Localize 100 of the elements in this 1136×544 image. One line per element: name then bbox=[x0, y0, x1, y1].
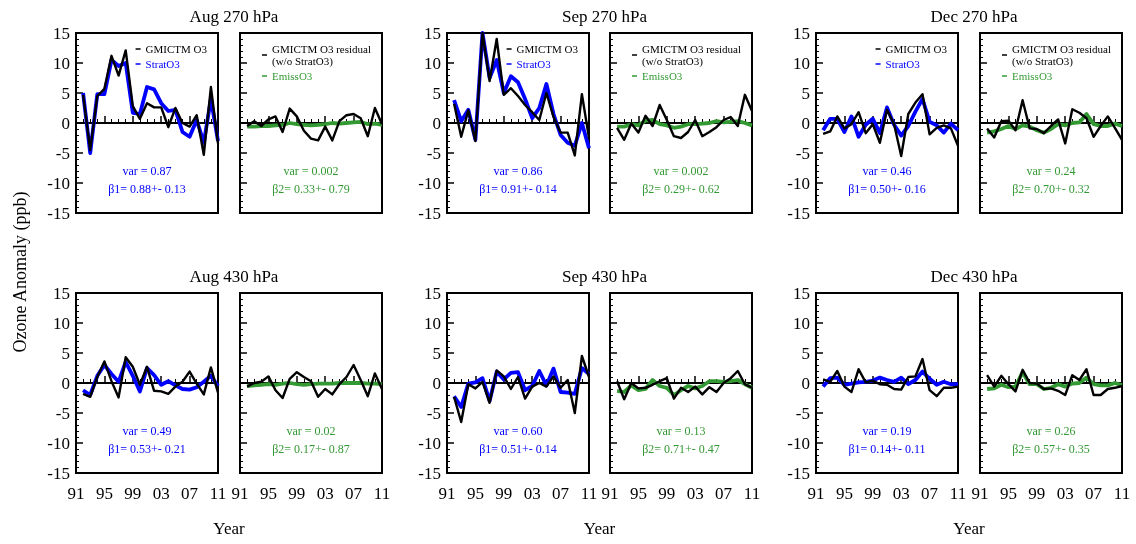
x-tick-label: 99 bbox=[124, 484, 142, 503]
x-tick-label: 99 bbox=[1028, 484, 1046, 503]
y-tick-label: 5 bbox=[61, 83, 70, 103]
y-tick-label: -5 bbox=[795, 403, 810, 423]
annotation: var = 0.26 bbox=[1026, 423, 1076, 438]
x-tick-label: 11 bbox=[1113, 484, 1131, 503]
y-tick-label: 10 bbox=[53, 53, 70, 73]
y-tick-label: 5 bbox=[432, 343, 441, 363]
x-tick-label: 03 bbox=[686, 484, 704, 503]
chart-title: Aug 430 hPa bbox=[189, 267, 279, 286]
annotation: var = 0.19 bbox=[862, 423, 912, 438]
annotation: var = 0.49 bbox=[122, 423, 172, 438]
x-tick-label: 95 bbox=[259, 484, 277, 503]
y-tick-label: -10 bbox=[47, 173, 70, 193]
annotation: β1= 0.50+- 0.16 bbox=[848, 181, 926, 196]
y-tick-label: 5 bbox=[432, 83, 441, 103]
y-tick-label: -5 bbox=[426, 403, 441, 423]
x-tick-label: 91 bbox=[601, 484, 619, 503]
y-tick-label: -10 bbox=[47, 433, 70, 453]
y-tick-label: -5 bbox=[795, 143, 810, 163]
y-tick-label: 0 bbox=[801, 373, 810, 393]
y-tick-label: -5 bbox=[55, 143, 70, 163]
chart-title: Sep 270 hPa bbox=[562, 7, 648, 26]
x-tick-label: 03 bbox=[316, 484, 334, 503]
x-tick-label: 03 bbox=[892, 484, 910, 503]
y-tick-label: -15 bbox=[47, 463, 70, 483]
x-tick-label: 99 bbox=[658, 484, 676, 503]
y-tick-label: 10 bbox=[53, 313, 70, 333]
legend-label: StratO3 bbox=[516, 58, 552, 70]
x-tick-label: 07 bbox=[552, 484, 570, 503]
annotation: β2= 0.71+- 0.47 bbox=[642, 441, 720, 456]
y-tick-label: -15 bbox=[787, 463, 810, 483]
x-axis-title: Year bbox=[583, 518, 616, 538]
x-tick-label: 91 bbox=[438, 484, 456, 503]
x-tick-label: 07 bbox=[181, 484, 199, 503]
y-tick-label: 10 bbox=[793, 313, 810, 333]
annotation: var = 0.60 bbox=[493, 423, 543, 438]
x-tick-label: 95 bbox=[629, 484, 647, 503]
x-tick-label: 95 bbox=[835, 484, 853, 503]
y-tick-label: 5 bbox=[801, 83, 810, 103]
y-axis-title: Ozone Anomaly (ppb) bbox=[10, 191, 31, 353]
y-tick-label: 15 bbox=[793, 23, 810, 43]
legend-label: GMICTM O3 residual (w/o StratO3) bbox=[272, 43, 372, 68]
y-tick-label: 15 bbox=[53, 23, 70, 43]
x-tick-label: 95 bbox=[95, 484, 113, 503]
x-tick-label: 91 bbox=[807, 484, 825, 503]
y-tick-label: 15 bbox=[424, 283, 441, 303]
x-tick-label: 07 bbox=[715, 484, 733, 503]
y-tick-label: -15 bbox=[787, 203, 810, 223]
legend-label: StratO3 bbox=[885, 58, 921, 70]
legend-label: GMICTM O3 bbox=[516, 43, 579, 55]
y-tick-label: -5 bbox=[55, 403, 70, 423]
legend-label: StratO3 bbox=[145, 58, 181, 70]
y-tick-label: 0 bbox=[432, 373, 441, 393]
annotation: var = 0.24 bbox=[1026, 163, 1076, 178]
y-tick-label: 10 bbox=[424, 313, 441, 333]
annotation: β2= 0.70+- 0.32 bbox=[1012, 181, 1090, 196]
x-axis-title: Year bbox=[213, 518, 245, 538]
x-tick-label: 99 bbox=[288, 484, 306, 503]
annotation: var = 0.002 bbox=[283, 163, 339, 178]
chart-title: Aug 270 hPa bbox=[189, 7, 279, 26]
y-tick-label: 10 bbox=[424, 53, 441, 73]
y-tick-label: -15 bbox=[47, 203, 70, 223]
y-tick-label: -10 bbox=[787, 433, 810, 453]
y-tick-label: 0 bbox=[801, 113, 810, 133]
legend-label: GMICTM O3 residual (w/o StratO3) bbox=[1012, 43, 1112, 68]
y-tick-label: 15 bbox=[424, 23, 441, 43]
x-tick-label: 91 bbox=[231, 484, 249, 503]
y-tick-label: 15 bbox=[53, 283, 70, 303]
x-tick-label: 11 bbox=[743, 484, 761, 503]
x-axis-title: Year bbox=[953, 518, 985, 538]
legend-label: EmissO3 bbox=[642, 70, 683, 82]
x-tick-label: 03 bbox=[152, 484, 170, 503]
annotation: β1= 0.91+- 0.14 bbox=[479, 181, 557, 196]
legend-label: GMICTM O3 bbox=[145, 43, 208, 55]
y-tick-label: -10 bbox=[418, 433, 441, 453]
y-tick-label: 15 bbox=[793, 283, 810, 303]
y-tick-label: -15 bbox=[418, 463, 441, 483]
annotation: var = 0.46 bbox=[862, 163, 912, 178]
annotation: β1= 0.88+- 0.13 bbox=[108, 181, 186, 196]
x-tick-label: 03 bbox=[523, 484, 541, 503]
chart-title: Dec 430 hPa bbox=[930, 267, 1018, 286]
x-tick-label: 95 bbox=[999, 484, 1017, 503]
x-tick-label: 11 bbox=[580, 484, 598, 503]
y-tick-label: 10 bbox=[793, 53, 810, 73]
chart-title: Sep 430 hPa bbox=[562, 267, 648, 286]
x-tick-label: 03 bbox=[1056, 484, 1074, 503]
annotation: β1= 0.51+- 0.14 bbox=[479, 441, 557, 456]
annotation: β2= 0.33+- 0.79 bbox=[272, 181, 350, 196]
chart-title: Dec 270 hPa bbox=[930, 7, 1018, 26]
annotation: var = 0.002 bbox=[653, 163, 709, 178]
annotation: β1= 0.53+- 0.21 bbox=[108, 441, 186, 456]
y-tick-label: 5 bbox=[801, 343, 810, 363]
annotation: β2= 0.29+- 0.62 bbox=[642, 181, 720, 196]
x-tick-label: 99 bbox=[495, 484, 513, 503]
annotation: β2= 0.57+- 0.35 bbox=[1012, 441, 1090, 456]
annotation: β1= 0.14+- 0.11 bbox=[848, 441, 926, 456]
y-tick-label: -15 bbox=[418, 203, 441, 223]
annotation: var = 0.02 bbox=[286, 423, 336, 438]
y-tick-label: 0 bbox=[61, 113, 70, 133]
